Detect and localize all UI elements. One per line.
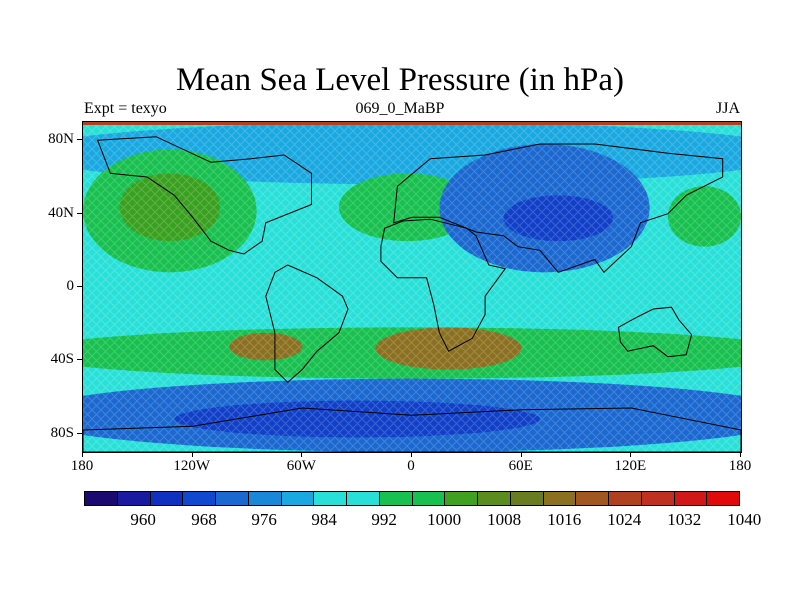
lon-tick-mark xyxy=(740,452,741,457)
colorbar-swatch xyxy=(314,492,347,505)
colorbar-label: 1000 xyxy=(427,510,462,529)
hatch-overlay xyxy=(83,122,741,452)
lat-tick-mark xyxy=(77,139,82,141)
lon-tick-mark xyxy=(520,452,522,457)
pressure-map xyxy=(83,122,741,452)
lat-tick-mark xyxy=(77,359,82,361)
colorbar-swatch xyxy=(641,492,675,505)
lat-tick-label: 40S xyxy=(50,351,74,368)
colorbar-swatch xyxy=(412,492,446,505)
colorbar-swatch xyxy=(707,492,739,505)
lon-tick-label: 120E xyxy=(614,458,647,474)
lat-tick-label: 80S xyxy=(50,424,74,441)
lat-tick-label: 40N xyxy=(48,204,74,221)
colorbar-swatch xyxy=(248,492,282,505)
colorbar-swatch xyxy=(510,492,544,505)
colorbar-label: 1024 xyxy=(607,510,642,529)
chart-title: Mean Sea Level Pressure (in hPa) xyxy=(175,62,625,98)
lat-tick-mark xyxy=(77,286,82,287)
colorbar-label: 960 xyxy=(130,510,156,529)
colorbar xyxy=(84,491,740,506)
lat-tick-mark xyxy=(77,432,82,434)
colorbar-label: 976 xyxy=(251,510,277,529)
coastline-north-america xyxy=(96,136,312,255)
season-label: JJA xyxy=(715,100,740,117)
lon-tick-label: 180 xyxy=(728,458,752,474)
experiment-label: Expt = texyo xyxy=(84,100,167,117)
colorbar-swatch xyxy=(281,492,315,505)
time-label: 069_0_MaBP xyxy=(355,100,445,117)
colorbar-swatch xyxy=(216,492,249,505)
lat-tick-mark xyxy=(77,212,82,214)
coastline-eurasia xyxy=(393,143,724,274)
lon-tick-label: 120W xyxy=(173,458,210,474)
lon-tick-mark xyxy=(411,452,412,457)
colorbar-swatch xyxy=(150,492,184,505)
lon-tick-mark xyxy=(191,452,193,457)
lat-tick-label: 80N xyxy=(48,131,74,148)
colorbar-swatch xyxy=(609,492,642,505)
coastline-africa xyxy=(380,218,507,352)
lon-tick-mark xyxy=(630,452,632,457)
lon-tick-label: 180 xyxy=(70,458,94,474)
colorbar-label: 1040 xyxy=(727,510,762,529)
colorbar-swatch xyxy=(576,492,609,505)
lon-tick-label: 60W xyxy=(286,458,316,474)
colorbar-swatch xyxy=(543,492,577,505)
colorbar-label: 968 xyxy=(191,510,217,529)
colorbar-swatch xyxy=(183,492,216,505)
coastline-south-america xyxy=(265,264,349,383)
colorbar-label: 984 xyxy=(311,510,337,529)
lon-tick-mark xyxy=(301,452,303,457)
colorbar-swatch xyxy=(674,492,708,505)
colorbar-swatch xyxy=(445,492,478,505)
colorbar-label: 992 xyxy=(371,510,397,529)
lon-tick-label: 60E xyxy=(508,458,533,474)
colorbar-swatch xyxy=(379,492,413,505)
colorbar-swatch xyxy=(478,492,511,505)
colorbar-label: 1008 xyxy=(487,510,522,529)
coastline-australia xyxy=(617,306,693,358)
lat-tick-label: 0 xyxy=(66,278,75,294)
lon-tick-label: 0 xyxy=(407,458,415,474)
colorbar-label: 1016 xyxy=(547,510,582,529)
colorbar-swatch xyxy=(347,492,380,505)
map-panel xyxy=(82,121,742,453)
colorbar-label: 1032 xyxy=(667,510,702,529)
colorbar-swatch xyxy=(117,492,151,505)
top-edge-band xyxy=(83,122,741,125)
lon-tick-mark xyxy=(82,452,83,457)
coastline-antarctica xyxy=(83,407,741,452)
colorbar-swatch xyxy=(85,492,118,505)
